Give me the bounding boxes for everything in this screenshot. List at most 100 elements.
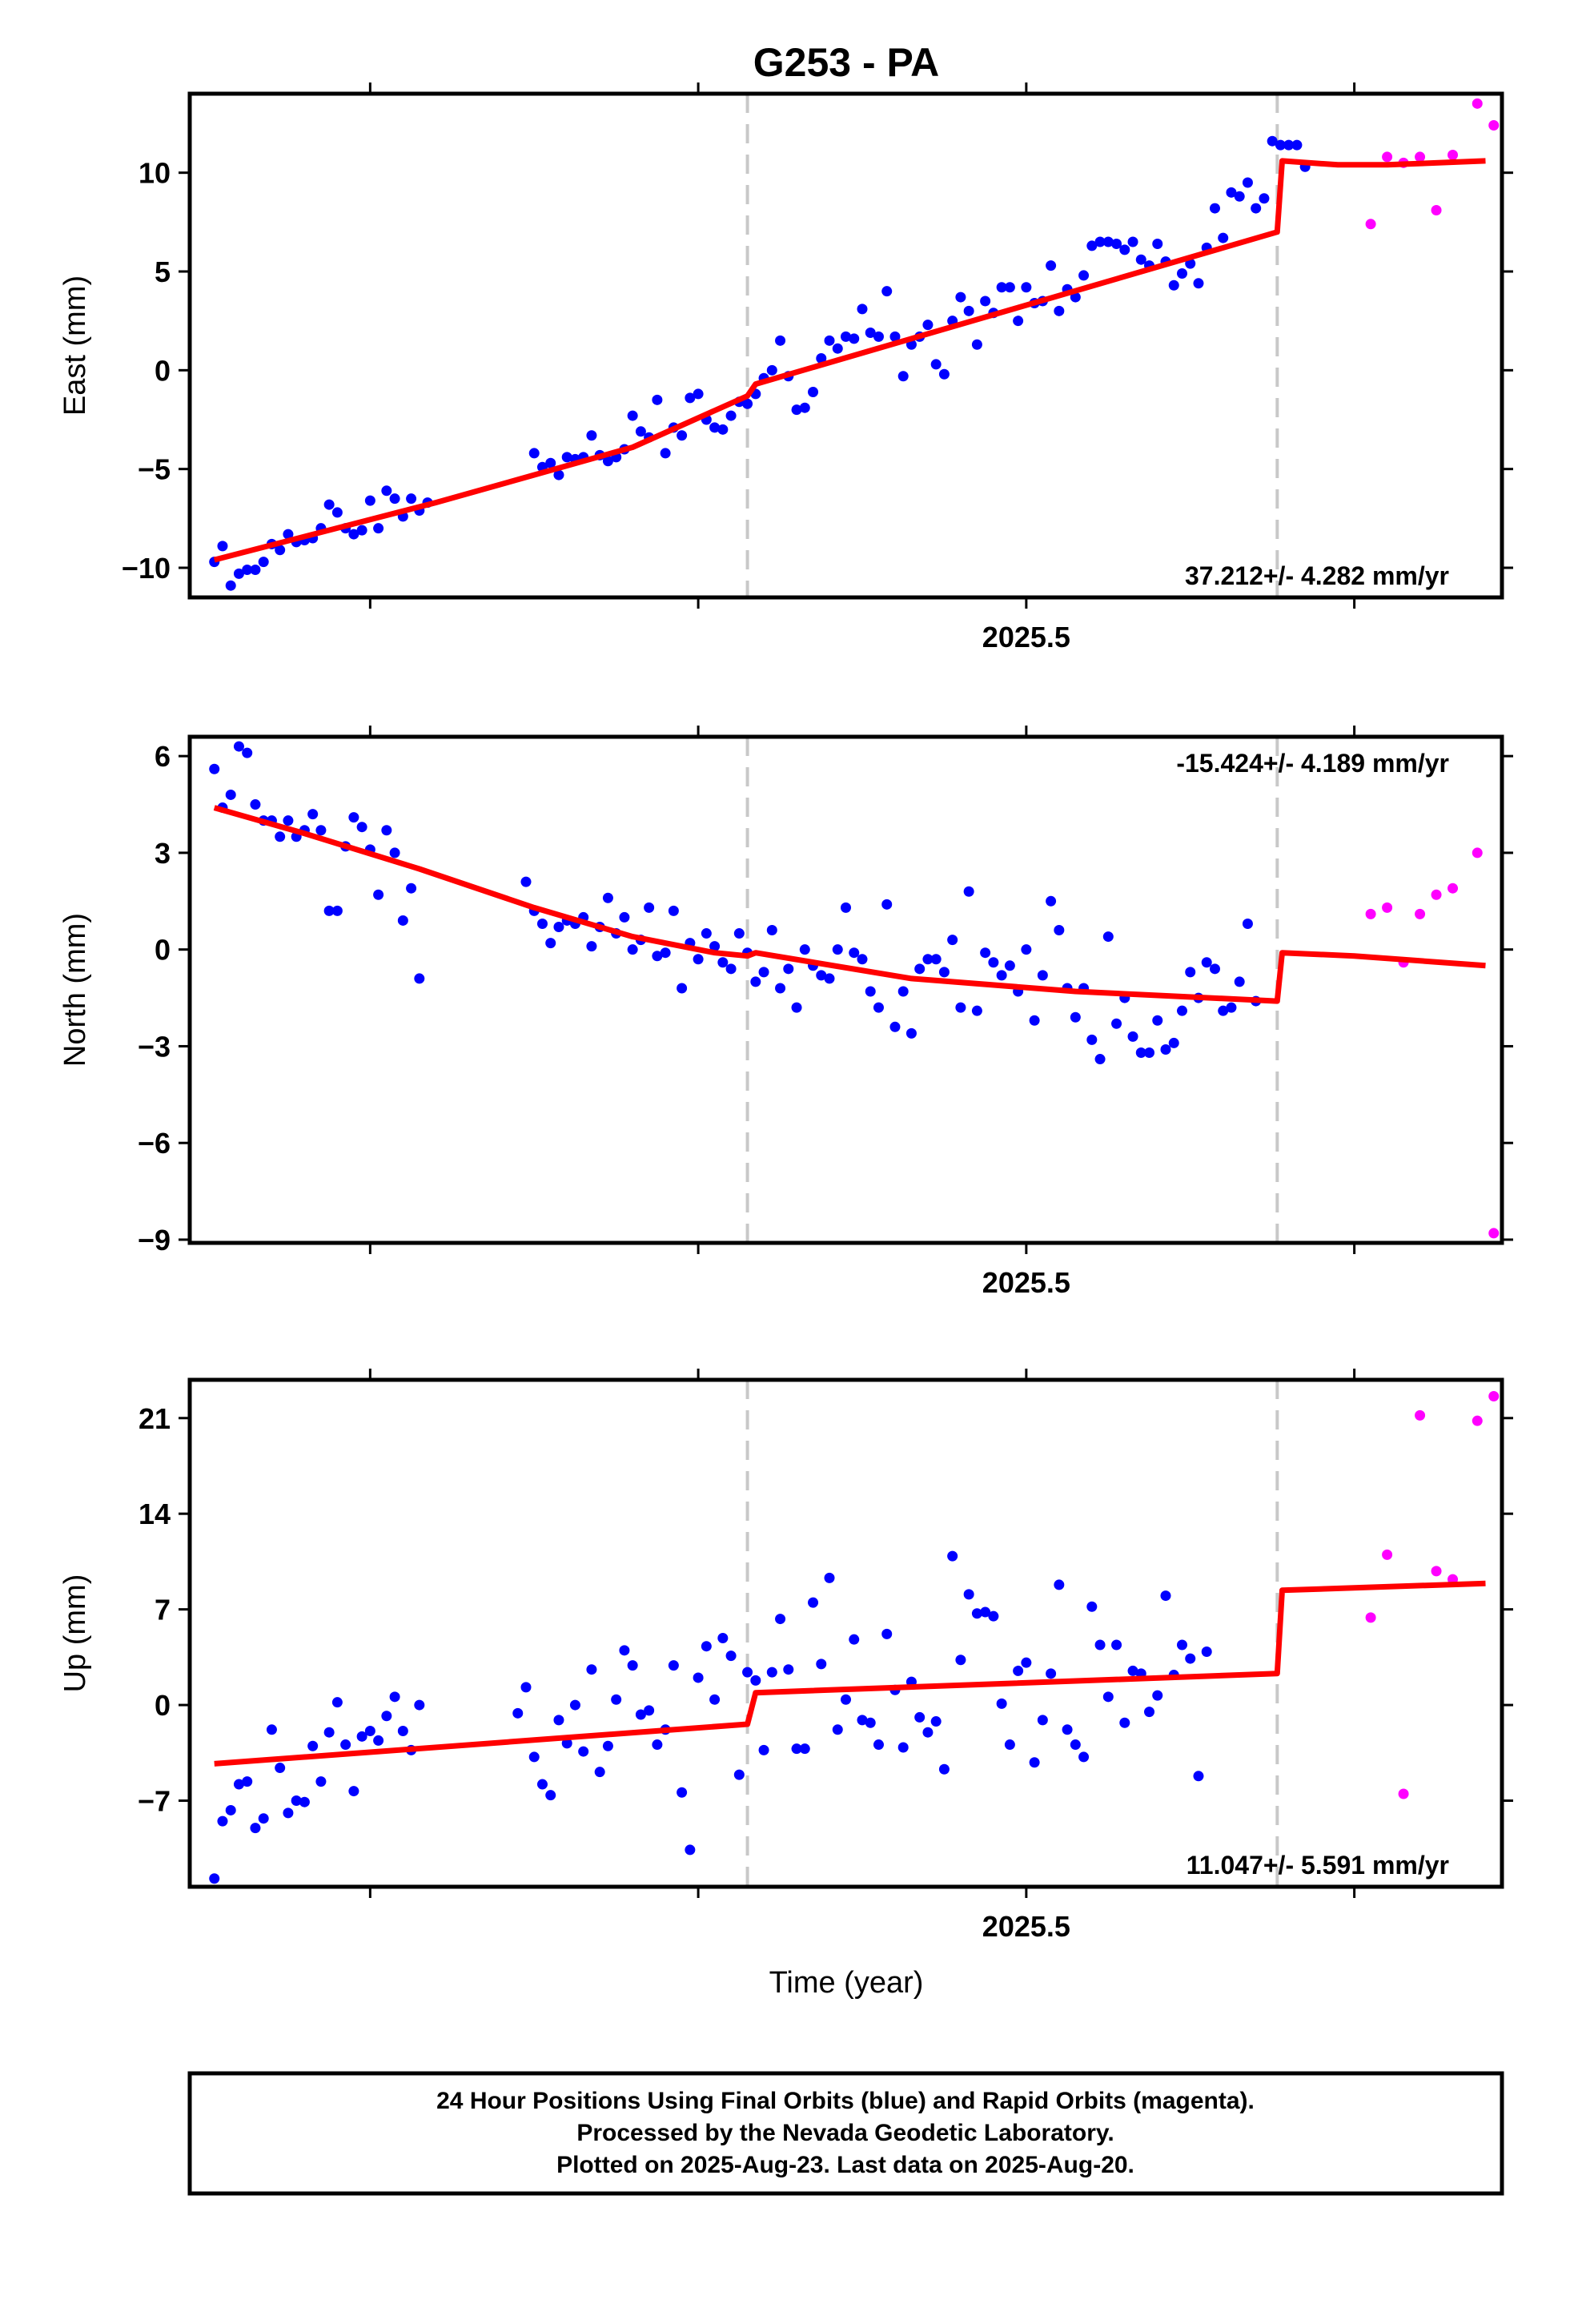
north-final-point	[938, 967, 950, 978]
east-final-point	[1251, 203, 1262, 214]
east-final-point	[881, 286, 893, 297]
north-final-point	[947, 935, 958, 946]
up-final-point	[242, 1776, 253, 1787]
up-final-point	[693, 1672, 704, 1683]
north-final-point	[619, 911, 630, 923]
up-rapid-point	[1365, 1612, 1376, 1623]
east-rapid-point	[1488, 119, 1500, 131]
east-final-point	[1004, 282, 1015, 293]
east-final-point	[1102, 236, 1114, 247]
east-rapid-point	[1431, 205, 1442, 216]
north-final-point	[1046, 895, 1057, 907]
north-final-point	[323, 905, 335, 916]
up-final-point	[512, 1707, 524, 1719]
up-final-point	[397, 1725, 408, 1736]
east-final-point	[258, 557, 269, 568]
up-y-tick-label: 21	[139, 1402, 171, 1435]
north-final-point	[1086, 1034, 1098, 1045]
east-rapid-point	[1365, 219, 1376, 230]
east-final-point	[963, 305, 974, 316]
north-y-axis-label: North (mm)	[58, 913, 92, 1067]
north-final-point	[381, 825, 392, 836]
up-final-point	[701, 1641, 712, 1652]
east-final-point	[635, 426, 646, 437]
up-x-tick-label: 2025.5	[982, 1910, 1070, 1943]
east-final-point	[685, 392, 696, 404]
east-final-point	[1013, 316, 1024, 327]
north-final-point	[841, 902, 851, 913]
north-final-point	[832, 944, 843, 955]
up-final-point	[373, 1735, 384, 1746]
north-rapid-point	[1447, 883, 1459, 894]
east-final-point	[742, 398, 753, 409]
north-final-point	[331, 905, 343, 916]
up-final-point	[1102, 1691, 1114, 1703]
up-final-point	[299, 1796, 310, 1807]
up-final-point	[1037, 1715, 1048, 1726]
north-final-point	[1021, 944, 1032, 955]
north-final-point	[799, 944, 810, 955]
up-final-point	[799, 1743, 810, 1755]
north-final-point	[701, 928, 712, 939]
up-y-axis-label: Up (mm)	[58, 1574, 92, 1693]
east-y-tick-label: −5	[138, 453, 171, 486]
north-final-point	[242, 747, 253, 758]
north-rapid-point	[1488, 1228, 1500, 1239]
north-final-point	[725, 963, 737, 975]
north-rapid-point	[1382, 902, 1393, 913]
up-final-point	[1029, 1757, 1040, 1768]
north-final-point	[275, 831, 286, 842]
up-final-point	[824, 1572, 835, 1583]
east-final-point	[791, 404, 802, 416]
up-final-point	[668, 1660, 679, 1671]
up-final-point	[717, 1632, 729, 1643]
east-final-point	[652, 394, 663, 405]
north-x-tick-label: 2025.5	[982, 1266, 1070, 1299]
north-final-point	[348, 812, 359, 823]
up-panel: −7 0 7 14 21 2025.5 Up (mm) 11.047+/- 5.591 mm/…	[58, 1369, 1513, 1943]
east-final-point	[1218, 232, 1229, 243]
up-final-point	[275, 1763, 286, 1774]
north-final-point	[1218, 1005, 1229, 1016]
east-final-point	[897, 371, 909, 382]
up-final-point	[1201, 1647, 1212, 1658]
up-final-point	[930, 1716, 942, 1727]
north-final-point	[1144, 1047, 1155, 1058]
east-rate-label: 37.212+/- 4.282 mm/yr	[1185, 561, 1449, 590]
east-final-point	[980, 296, 991, 307]
east-final-point	[1267, 135, 1278, 147]
up-final-point	[955, 1655, 966, 1666]
east-final-point	[955, 292, 966, 303]
north-final-point	[627, 944, 638, 955]
east-final-point	[725, 410, 737, 421]
east-final-point	[373, 523, 384, 534]
north-final-point	[397, 915, 408, 926]
north-final-point	[709, 941, 721, 952]
east-final-point	[1070, 292, 1081, 303]
east-final-point	[766, 364, 777, 376]
east-final-point	[1283, 139, 1295, 151]
north-final-point	[1102, 931, 1114, 943]
north-y-tick-label: 0	[155, 934, 171, 967]
east-rapid-point	[1415, 151, 1426, 163]
up-final-point	[725, 1651, 737, 1662]
up-final-point	[685, 1844, 696, 1856]
east-final-point	[865, 327, 876, 338]
up-final-point	[996, 1698, 1007, 1709]
up-final-point	[849, 1634, 860, 1645]
north-final-point	[988, 957, 999, 968]
up-final-point	[1004, 1739, 1015, 1751]
north-rapid-point	[1415, 908, 1426, 919]
up-final-point	[808, 1597, 819, 1608]
east-final-point	[1111, 238, 1122, 249]
east-final-point	[799, 402, 810, 413]
north-final-point	[660, 947, 671, 959]
north-final-point	[1160, 1043, 1171, 1055]
up-final-point	[971, 1608, 982, 1619]
up-final-point	[545, 1790, 556, 1801]
east-final-point	[561, 452, 572, 463]
up-final-point	[315, 1776, 327, 1787]
north-final-point	[1094, 1054, 1106, 1065]
up-final-point	[841, 1694, 851, 1705]
up-final-point	[750, 1675, 761, 1686]
